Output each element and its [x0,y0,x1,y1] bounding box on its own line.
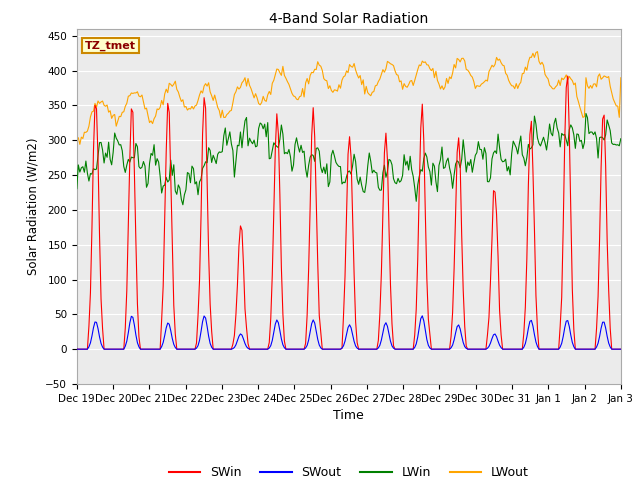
Legend: SWin, SWout, LWin, LWout: SWin, SWout, LWin, LWout [164,461,534,480]
X-axis label: Time: Time [333,409,364,422]
Text: TZ_tmet: TZ_tmet [85,40,136,50]
Title: 4-Band Solar Radiation: 4-Band Solar Radiation [269,12,428,26]
Y-axis label: Solar Radiation (W/m2): Solar Radiation (W/m2) [27,138,40,275]
